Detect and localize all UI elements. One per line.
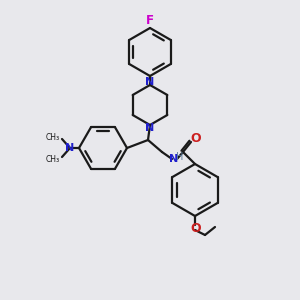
- Text: O: O: [191, 133, 201, 146]
- Text: N: N: [65, 143, 75, 153]
- Text: N: N: [146, 77, 154, 87]
- Text: O: O: [191, 221, 201, 235]
- Text: H: H: [176, 152, 184, 162]
- Text: CH₃: CH₃: [46, 133, 60, 142]
- Text: F: F: [146, 14, 154, 28]
- Text: N: N: [146, 123, 154, 133]
- Text: N: N: [169, 154, 178, 164]
- Text: CH₃: CH₃: [46, 154, 60, 164]
